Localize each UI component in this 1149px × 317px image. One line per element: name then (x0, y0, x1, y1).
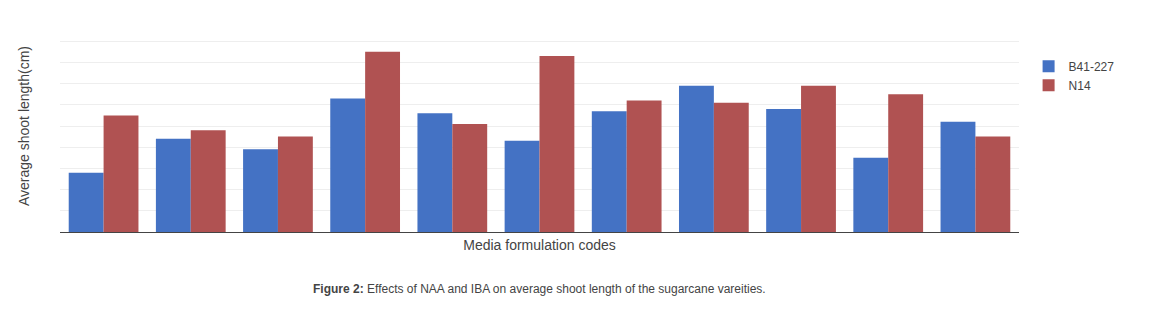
svg-text:Average shoot length(cm): Average shoot length(cm) (16, 46, 32, 206)
svg-text:B41-227: B41-227 (1069, 60, 1115, 74)
svg-text:Figure 2: Effects of NAA and I: Figure 2: Effects of NAA and IBA on aver… (313, 282, 766, 296)
svg-text:N14: N14 (1069, 79, 1091, 93)
svg-text:Media formulation codes: Media formulation codes (463, 237, 616, 253)
